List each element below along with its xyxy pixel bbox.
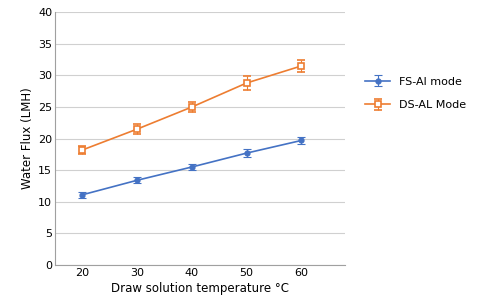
Y-axis label: Water Flux (LMH): Water Flux (LMH) — [21, 88, 34, 189]
Legend: FS-Al mode, DS-AL Mode: FS-Al mode, DS-AL Mode — [362, 73, 470, 113]
X-axis label: Draw solution temperature °C: Draw solution temperature °C — [111, 282, 289, 295]
